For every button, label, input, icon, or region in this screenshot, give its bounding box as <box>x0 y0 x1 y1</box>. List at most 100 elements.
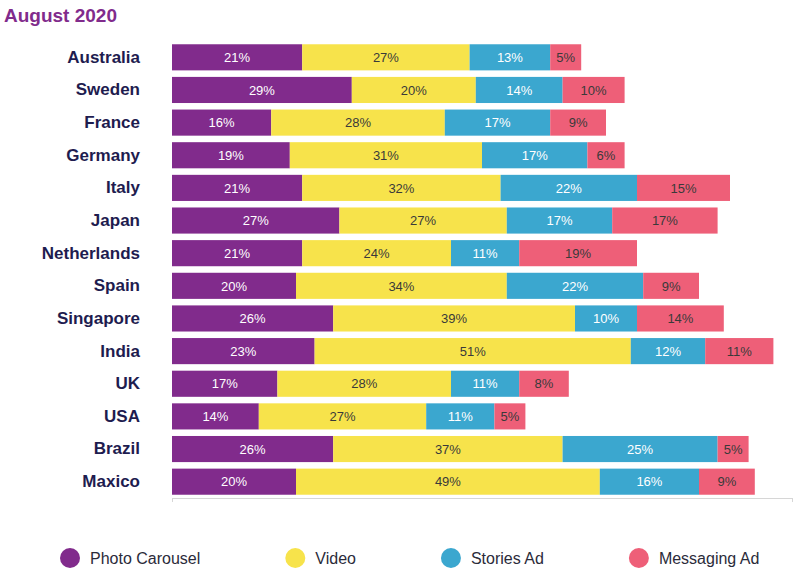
bar-segment <box>507 273 643 299</box>
x-axis-line <box>173 499 793 503</box>
data-label: 29% <box>249 83 275 98</box>
bar-segment <box>172 403 259 429</box>
data-label: 10% <box>581 83 607 98</box>
y-tick-label: France <box>84 113 140 132</box>
data-label: 16% <box>209 115 235 130</box>
data-label: 5% <box>724 442 743 457</box>
data-label: 17% <box>652 213 678 228</box>
legend-item: Stories Ad <box>441 548 544 568</box>
y-tick-label: Singapore <box>57 309 140 328</box>
data-label: 21% <box>224 246 250 261</box>
data-label: 49% <box>435 474 461 489</box>
x-tick <box>172 498 173 502</box>
y-tick: Germany <box>66 146 172 165</box>
data-label: 15% <box>670 181 696 196</box>
bar-segment <box>172 44 302 70</box>
data-label: 23% <box>230 344 256 359</box>
legend: Photo CarouselVideoStories AdMessaging A… <box>60 548 759 568</box>
data-label: 6% <box>597 148 616 163</box>
bar-segment <box>172 240 302 266</box>
data-label: 17% <box>212 376 238 391</box>
bar-segment <box>550 110 606 136</box>
y-tick: Singapore <box>57 309 172 328</box>
data-label: 17% <box>484 115 510 130</box>
bar-segment <box>705 338 773 364</box>
y-tick: Spain <box>94 276 172 295</box>
data-label: 11% <box>473 376 498 391</box>
legend-label: Messaging Ad <box>659 550 760 567</box>
data-label: 8% <box>535 376 554 391</box>
data-label: 12% <box>655 344 681 359</box>
bar-segment <box>259 403 426 429</box>
bar-segment <box>501 175 637 201</box>
legend-item: Photo Carousel <box>60 548 200 568</box>
bar-segment <box>172 77 352 103</box>
bar-segment <box>315 338 631 364</box>
data-label: 20% <box>221 474 247 489</box>
bar-segment <box>172 305 333 331</box>
bar-segment <box>575 305 637 331</box>
data-label: 14% <box>202 409 228 424</box>
bar-segment <box>271 110 445 136</box>
bar-segment <box>519 240 637 266</box>
data-label: 21% <box>224 181 250 196</box>
y-tick-label: Netherlands <box>42 244 140 263</box>
data-label: 17% <box>522 148 548 163</box>
bar-segment <box>563 436 718 462</box>
legend-label: Photo Carousel <box>90 550 200 567</box>
data-label: 17% <box>546 213 572 228</box>
bar-segment <box>352 77 476 103</box>
data-label: 26% <box>240 311 266 326</box>
bar-segment <box>296 469 600 495</box>
legend-swatch <box>285 548 305 568</box>
bars <box>172 44 773 494</box>
legend-label: Stories Ad <box>471 550 544 567</box>
data-label: 11% <box>727 344 752 359</box>
bar-segment <box>172 469 296 495</box>
bar-segment <box>631 338 705 364</box>
data-label: 21% <box>224 50 250 65</box>
data-label: 39% <box>441 311 467 326</box>
bar-segment <box>699 469 755 495</box>
bar-segment <box>550 44 581 70</box>
y-tick-label: Sweden <box>76 80 140 99</box>
data-label: 25% <box>627 442 653 457</box>
y-tick: India <box>100 342 172 361</box>
data-label: 22% <box>562 279 588 294</box>
data-labels: 21%27%13%5%29%20%14%10%16%28%17%9%19%31%… <box>202 50 752 489</box>
bar-segment <box>333 436 562 462</box>
bar-segment <box>519 371 569 397</box>
bar-segment <box>637 305 724 331</box>
y-tick: UK <box>115 374 172 393</box>
data-label: 31% <box>373 148 399 163</box>
data-label: 27% <box>243 213 269 228</box>
bar-segment <box>563 77 625 103</box>
bar-segment <box>482 142 587 168</box>
bar-segment <box>172 142 290 168</box>
y-tick-label: USA <box>104 407 140 426</box>
y-tick: Australia <box>67 48 172 67</box>
data-label: 19% <box>565 246 591 261</box>
bar-segment <box>470 44 551 70</box>
data-label: 13% <box>497 50 523 65</box>
x-tick <box>792 498 793 502</box>
y-tick-label: UK <box>115 374 140 393</box>
bar-segment <box>296 273 507 299</box>
x-tick-mark <box>172 498 173 502</box>
bar-segment <box>507 207 612 233</box>
data-label: 11% <box>448 409 473 424</box>
legend-swatch <box>629 548 649 568</box>
bar-segment <box>637 175 730 201</box>
bar-segment <box>718 436 749 462</box>
bar-segment <box>333 305 575 331</box>
data-label: 34% <box>388 279 414 294</box>
bar-segment <box>302 240 451 266</box>
y-tick: Sweden <box>76 80 172 99</box>
data-label: 27% <box>373 50 399 65</box>
data-label: 20% <box>221 279 247 294</box>
y-tick-label: Australia <box>67 48 140 67</box>
bar-segment <box>172 175 302 201</box>
data-label: 11% <box>473 246 498 261</box>
data-label: 28% <box>345 115 371 130</box>
data-label: 19% <box>218 148 244 163</box>
